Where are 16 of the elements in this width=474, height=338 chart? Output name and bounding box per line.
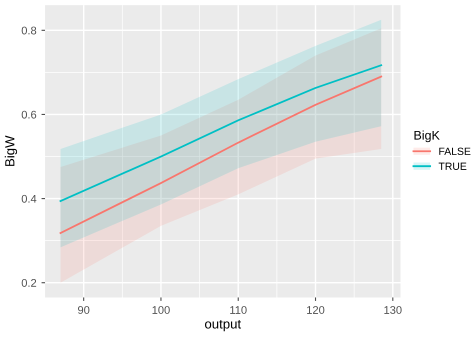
legend-label: FALSE: [439, 148, 470, 156]
x-tick-label: 110: [230, 306, 247, 314]
legend-title: BigK: [414, 130, 440, 142]
x-axis-title: output: [204, 320, 242, 332]
x-tick-label: 130: [384, 306, 402, 314]
legend-label: TRUE: [438, 162, 466, 170]
y-tick-label: 0.6: [22, 110, 36, 119]
x-tick-label: 120: [307, 306, 324, 314]
x-tick-label: 100: [152, 306, 170, 314]
line-series: [60, 76, 382, 234]
y-tick-label: 0.8: [22, 26, 36, 34]
y-axis-title: BigW: [4, 136, 18, 166]
line-series: [60, 64, 382, 202]
y-tick-label: 0.2: [22, 278, 36, 287]
x-tick-label: 90: [78, 306, 90, 314]
y-tick-label: 0.4: [22, 194, 36, 203]
